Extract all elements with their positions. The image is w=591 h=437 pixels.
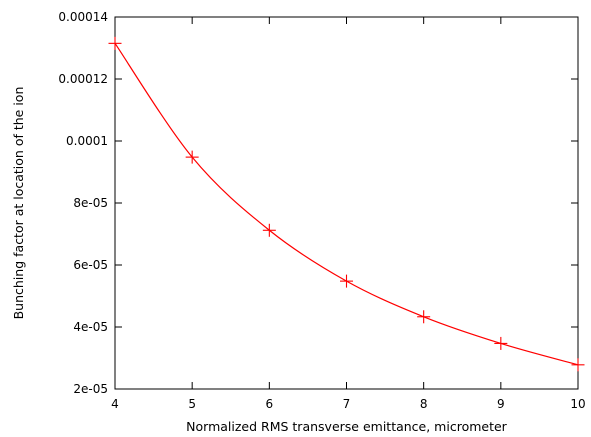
series-layer xyxy=(108,36,585,372)
y-tick-label: 6e-05 xyxy=(73,258,108,272)
plot-frame xyxy=(114,16,579,390)
data-point-marker xyxy=(262,223,276,237)
data-point-marker xyxy=(340,274,353,288)
x-tick-label: 6 xyxy=(266,397,274,411)
x-tick-label: 10 xyxy=(570,397,585,411)
y-tick-label: 0.0001 xyxy=(66,134,108,148)
data-point-marker xyxy=(494,336,508,350)
x-axis-ticks: 4 5 6 7 8 9 10 xyxy=(111,17,586,411)
data-point-marker xyxy=(417,310,431,324)
y-tick-label: 0.00012 xyxy=(58,72,108,86)
data-point-marker xyxy=(571,358,585,372)
x-tick-label: 5 xyxy=(188,397,196,411)
x-tick-label: 9 xyxy=(497,397,505,411)
y-tick-label: 8e-05 xyxy=(73,196,108,210)
x-tick-label: 4 xyxy=(111,397,119,411)
data-point-marker xyxy=(108,36,122,50)
series-line xyxy=(114,43,579,366)
y-axis-label: Bunching factor at location of the ion xyxy=(11,87,26,320)
data-point-marker xyxy=(185,150,199,164)
x-tick-label: 7 xyxy=(343,397,351,411)
y-axis-ticks: 2e-05 4e-05 6e-05 8e-05 0.0001 0.00012 0.00014 xyxy=(58,10,578,396)
y-tick-label: 0.00014 xyxy=(58,10,108,24)
y-tick-label: 4e-05 xyxy=(73,320,108,334)
y-tick-label: 2e-05 xyxy=(73,382,108,396)
x-tick-label: 8 xyxy=(420,397,428,411)
x-axis-label: Normalized RMS transverse emittance, mic… xyxy=(186,419,508,434)
